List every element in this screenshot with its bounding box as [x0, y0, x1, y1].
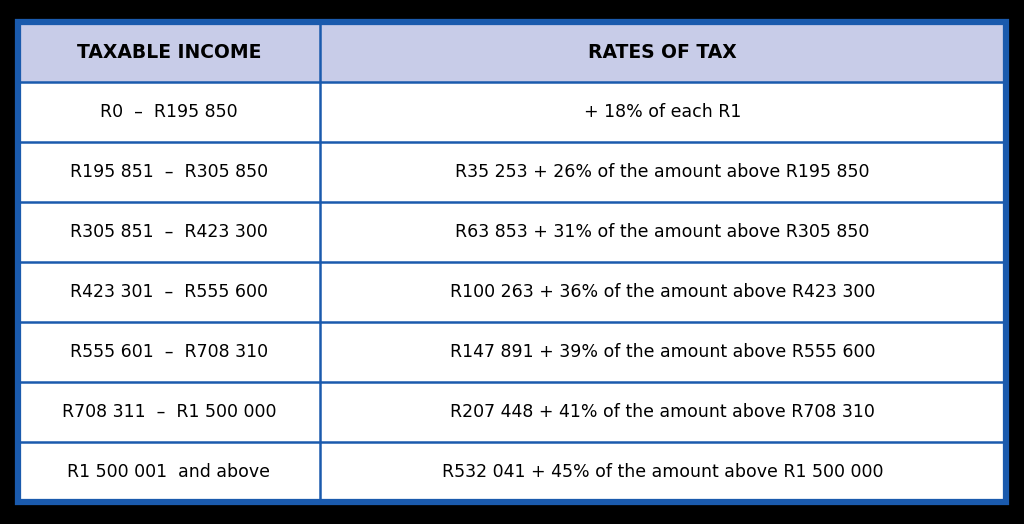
- Bar: [319, 142, 1006, 202]
- Text: R147 891 + 39% of the amount above R555 600: R147 891 + 39% of the amount above R555 …: [450, 343, 876, 361]
- Text: R555 601  –  R708 310: R555 601 – R708 310: [70, 343, 268, 361]
- Bar: [319, 382, 1006, 442]
- Text: R1 500 001  and above: R1 500 001 and above: [68, 463, 270, 481]
- Text: R63 853 + 31% of the amount above R305 850: R63 853 + 31% of the amount above R305 8…: [456, 223, 869, 241]
- Bar: [18, 442, 319, 502]
- Bar: [18, 202, 319, 262]
- Bar: [18, 262, 319, 322]
- Bar: [319, 82, 1006, 142]
- Text: R100 263 + 36% of the amount above R423 300: R100 263 + 36% of the amount above R423 …: [450, 283, 876, 301]
- Text: RATES OF TAX: RATES OF TAX: [588, 42, 737, 61]
- Bar: [18, 22, 319, 82]
- Bar: [18, 142, 319, 202]
- Text: + 18% of each R1: + 18% of each R1: [584, 103, 741, 121]
- Text: R35 253 + 26% of the amount above R195 850: R35 253 + 26% of the amount above R195 8…: [456, 163, 869, 181]
- Text: R0  –  R195 850: R0 – R195 850: [100, 103, 238, 121]
- Text: R532 041 + 45% of the amount above R1 500 000: R532 041 + 45% of the amount above R1 50…: [441, 463, 884, 481]
- Bar: [319, 202, 1006, 262]
- Text: R305 851  –  R423 300: R305 851 – R423 300: [70, 223, 268, 241]
- Bar: [319, 322, 1006, 382]
- Bar: [319, 442, 1006, 502]
- Text: R207 448 + 41% of the amount above R708 310: R207 448 + 41% of the amount above R708 …: [451, 403, 874, 421]
- Bar: [18, 82, 319, 142]
- Text: R195 851  –  R305 850: R195 851 – R305 850: [70, 163, 268, 181]
- Bar: [319, 262, 1006, 322]
- Text: TAXABLE INCOME: TAXABLE INCOME: [77, 42, 261, 61]
- Bar: [18, 322, 319, 382]
- Bar: [319, 22, 1006, 82]
- Text: R708 311  –  R1 500 000: R708 311 – R1 500 000: [61, 403, 276, 421]
- Text: R423 301  –  R555 600: R423 301 – R555 600: [70, 283, 268, 301]
- Bar: [18, 382, 319, 442]
